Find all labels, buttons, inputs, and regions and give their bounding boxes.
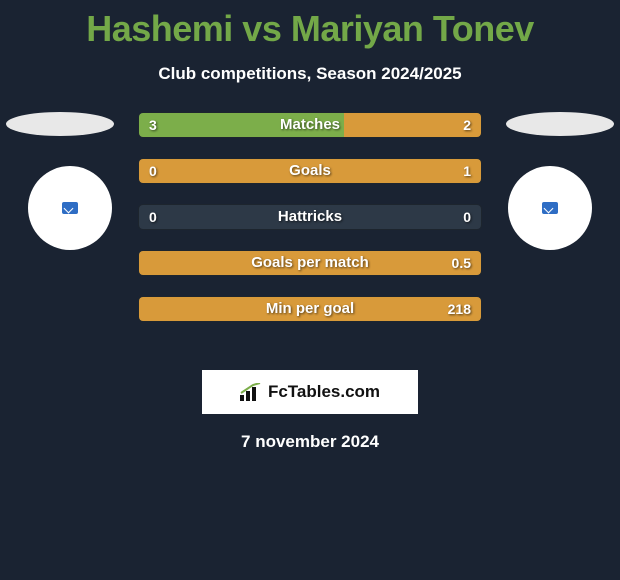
decor-oval-right <box>506 112 614 136</box>
stat-row: 00Hattricks <box>138 204 482 230</box>
brand-text: FcTables.com <box>268 382 380 402</box>
badge-icon <box>62 202 78 214</box>
comparison-panel: 32Matches 01Goals 00Hattricks 0.5Goals per … <box>0 112 620 352</box>
badge-icon <box>542 202 558 214</box>
stat-row: 32Matches <box>138 112 482 138</box>
stat-row: 01Goals <box>138 158 482 184</box>
page-title: Hashemi vs Mariyan Tonev <box>0 0 620 50</box>
player-avatar-right <box>508 166 592 250</box>
stat-label: Min per goal <box>139 297 481 321</box>
stat-row: 0.5Goals per match <box>138 250 482 276</box>
page-subtitle: Club competitions, Season 2024/2025 <box>0 64 620 84</box>
stat-label: Hattricks <box>139 205 481 229</box>
footer-date: 7 november 2024 <box>0 432 620 452</box>
stat-label: Matches <box>139 113 481 137</box>
stat-row: 218Min per goal <box>138 296 482 322</box>
stat-label: Goals per match <box>139 251 481 275</box>
brand-logo: FcTables.com <box>240 382 380 402</box>
decor-oval-left <box>6 112 114 136</box>
stat-label: Goals <box>139 159 481 183</box>
player-avatar-left <box>28 166 112 250</box>
stat-rows: 32Matches 01Goals 00Hattricks 0.5Goals per … <box>138 112 482 342</box>
barchart-icon <box>240 383 262 401</box>
brand-box: FcTables.com <box>202 370 418 414</box>
